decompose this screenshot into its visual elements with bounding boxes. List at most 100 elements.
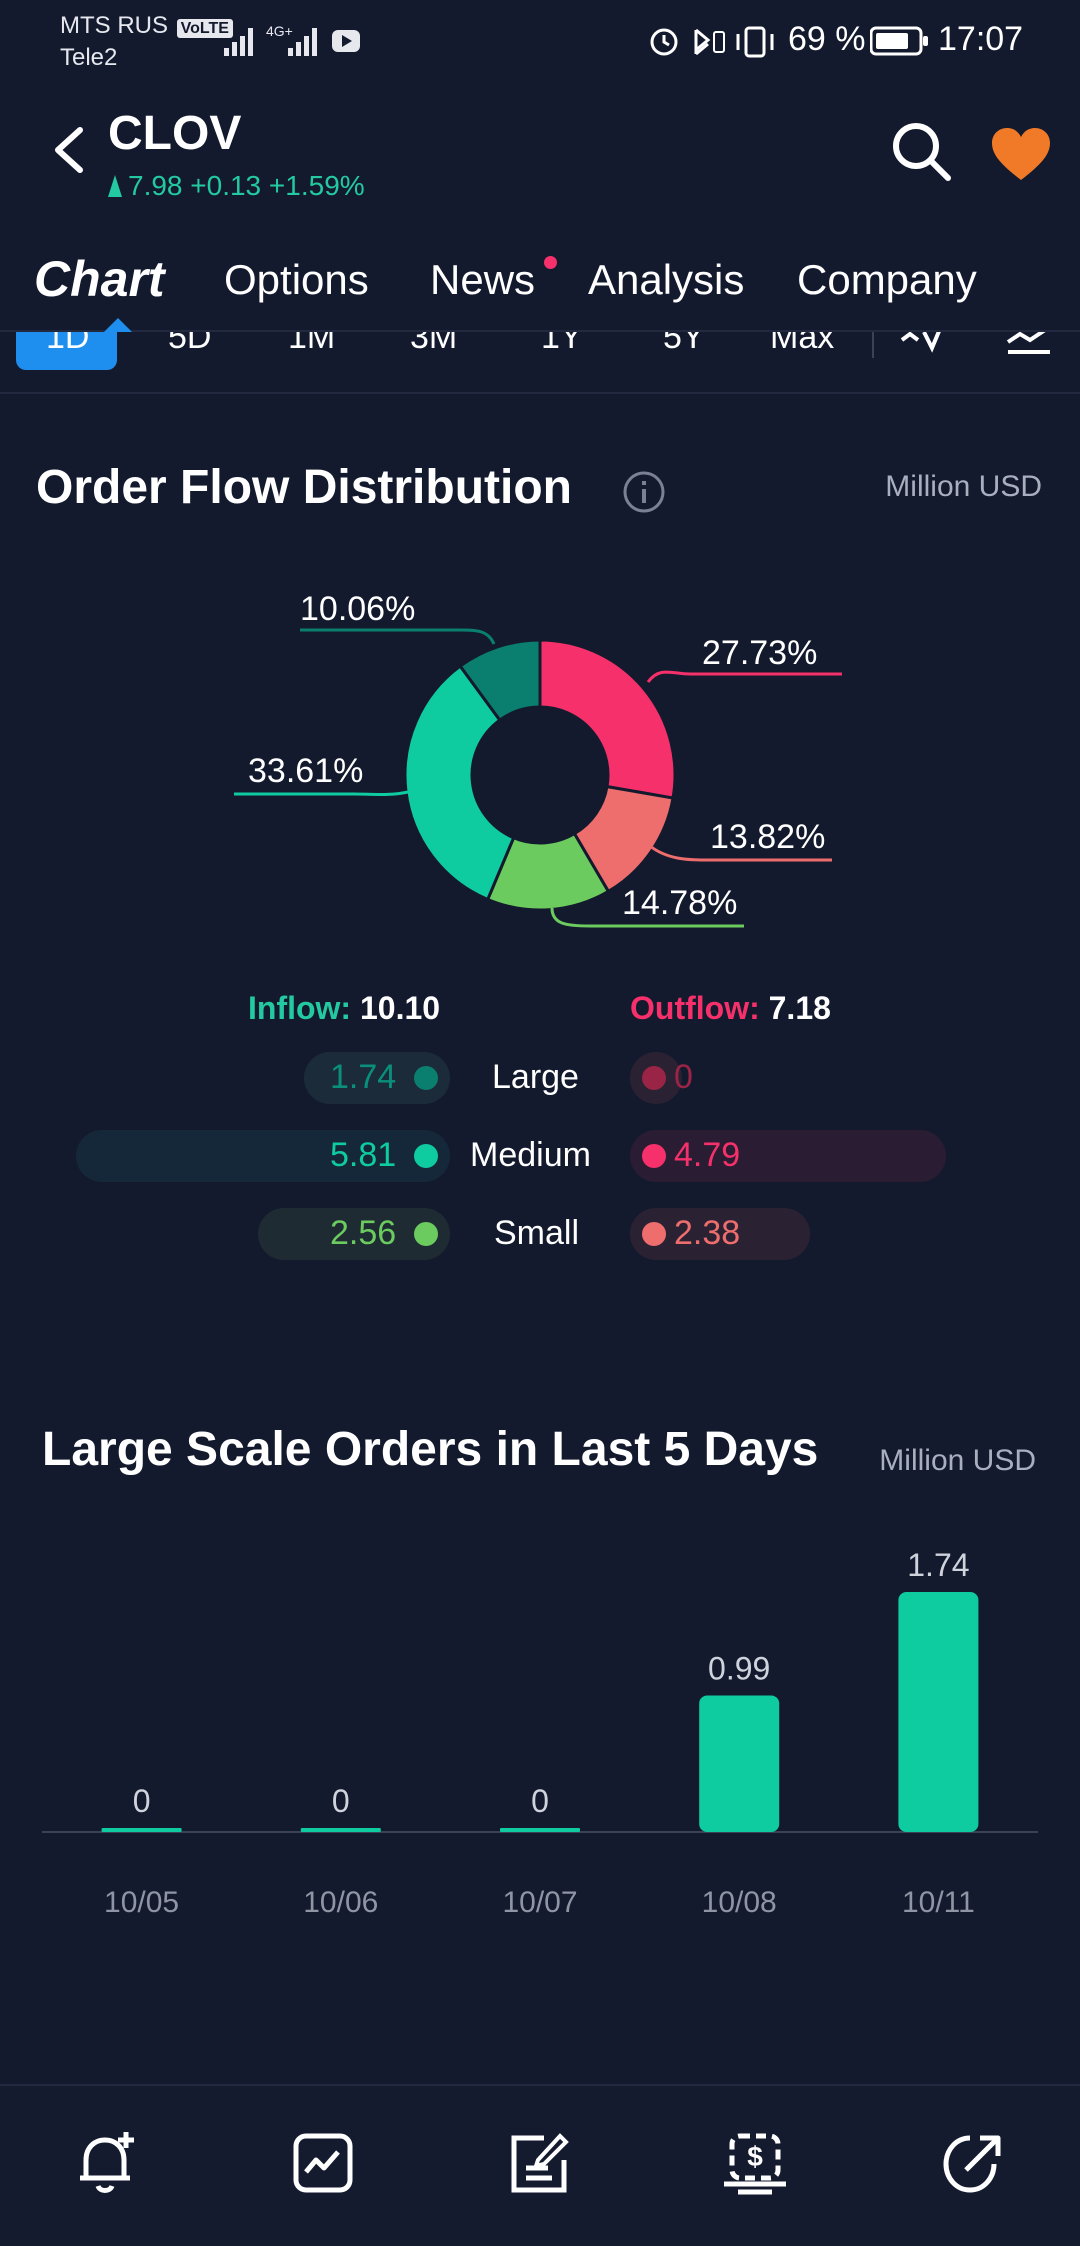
tab-label: Options <box>224 256 369 303</box>
range-divider-line <box>0 392 1080 394</box>
trade-button[interactable]: $ <box>720 2128 790 2203</box>
range-1d-bg <box>16 332 117 370</box>
pie-label-medium-inflow: 33.61% <box>248 752 364 790</box>
large-orders-title: Large Scale Orders in Last 5 Days <box>42 1423 819 1476</box>
chart-button[interactable] <box>288 2128 358 2203</box>
heart-icon <box>992 128 1050 180</box>
pie-leader-line <box>300 628 496 645</box>
medium-outflow-pill <box>630 1130 946 1182</box>
large-orders-unit: Million USD <box>879 1444 1036 1477</box>
outflow-value: 7.18 <box>768 990 831 1026</box>
outflow-label: Outflow: <box>630 990 760 1026</box>
range-5d[interactable]: 5D <box>168 332 212 356</box>
note-button[interactable] <box>504 2128 574 2203</box>
order-flow-unit: Million USD <box>885 470 1042 503</box>
bar-value-label: 0 <box>332 1783 350 1819</box>
carrier-name-2: Tele2 <box>60 44 118 71</box>
outflow-total: Outflow: 7.18 <box>630 990 831 1027</box>
range-3m[interactable]: 3M <box>410 332 458 356</box>
favorite-button[interactable] <box>990 126 1052 187</box>
tab-options[interactable]: Options <box>224 256 369 304</box>
inflow-value: 10.10 <box>359 990 441 1026</box>
share-button[interactable] <box>938 2128 1008 2203</box>
small-outflow-dot <box>642 1222 666 1246</box>
bar-10-05 <box>101 1828 182 1832</box>
bar-10-07 <box>500 1828 580 1832</box>
medium-inflow-dot <box>414 1144 438 1168</box>
bar-date-label: 10/06 <box>303 1886 378 1919</box>
search-button[interactable] <box>890 120 954 189</box>
tab-chart[interactable]: Chart <box>34 250 165 308</box>
news-unread-dot <box>544 256 557 269</box>
tabs-divider <box>0 330 1080 332</box>
pie-leader-line <box>234 790 409 796</box>
pie-leader-line <box>649 844 832 862</box>
bar-value-label: 0 <box>133 1783 151 1819</box>
bar-10-11 <box>898 1592 979 1832</box>
trade-dollar-icon: $ <box>724 2133 786 2195</box>
category-small: Small <box>494 1214 580 1252</box>
large-inflow-dot <box>414 1066 438 1090</box>
bar-date-label: 10/11 <box>902 1886 975 1919</box>
small-outflow-value: 2.38 <box>674 1214 741 1252</box>
network-type: 4G+ <box>266 23 293 39</box>
price-change-pct: +1.59% <box>268 170 365 201</box>
large-inflow-value: 1.74 <box>330 1058 397 1096</box>
back-button[interactable] <box>44 120 94 185</box>
bar-date-label: 10/05 <box>104 1886 179 1919</box>
inflow-total: Inflow: 10.10 <box>248 990 440 1027</box>
category-medium: Medium <box>470 1136 591 1174</box>
small-inflow-dot <box>414 1222 438 1246</box>
price: 7.98 <box>128 170 183 201</box>
range-1y[interactable]: 1Y <box>541 332 583 356</box>
large-outflow-value: 0 <box>674 1058 693 1096</box>
note-edit-icon <box>511 2133 569 2193</box>
battery-percent: 69 % <box>788 20 866 58</box>
pie-leader-line <box>646 670 842 683</box>
range-1m[interactable]: 1M <box>288 332 336 356</box>
small-inflow-value: 2.56 <box>330 1214 397 1252</box>
order-flow-donut-chart <box>234 628 842 928</box>
bar-date-label: 10/07 <box>502 1886 577 1919</box>
alert-button[interactable] <box>72 2128 142 2203</box>
bar-date-label: 10/08 <box>702 1886 777 1919</box>
tab-company[interactable]: Company <box>797 256 977 304</box>
tab-label: News <box>430 256 536 303</box>
range-divider <box>872 332 874 358</box>
status-icons <box>646 18 796 67</box>
up-arrow-icon <box>108 175 122 197</box>
indicator-icon[interactable] <box>898 332 954 360</box>
range-max[interactable]: Max <box>770 332 835 356</box>
info-icon <box>623 471 665 513</box>
ticker-symbol: CLOV <box>108 107 242 160</box>
pie-label-large-outflow: 27.73% <box>702 634 818 672</box>
range-5y[interactable]: 5Y <box>663 332 705 356</box>
medium-outflow-value: 4.79 <box>674 1136 741 1174</box>
signal-icon: 4G+ <box>222 20 362 65</box>
range-selector: 1D 5D 1M 3M 1Y 5Y Max <box>0 332 1080 396</box>
pie-label-large-inflow: 10.06% <box>300 590 416 628</box>
price-change: +0.13 <box>190 170 262 201</box>
tab-label: Chart <box>34 251 165 307</box>
order-flow-title: Order Flow Distribution <box>36 461 572 514</box>
carrier-name: MTS RUS VoLTE <box>60 12 233 40</box>
bar-10-08 <box>699 1695 780 1832</box>
tab-label: Company <box>797 256 977 303</box>
pie-slice-large-outflow <box>538 638 677 800</box>
bar-value-label: 0 <box>531 1783 549 1819</box>
chart-type-icon[interactable] <box>1004 332 1054 360</box>
tab-news[interactable]: News <box>430 256 535 304</box>
bar-value-label: 0.99 <box>708 1650 770 1686</box>
pie-label-medium-outflow: 13.82% <box>710 818 826 856</box>
tab-analysis[interactable]: Analysis <box>588 256 744 304</box>
battery-icon <box>869 26 930 61</box>
svg-text:$: $ <box>747 2141 763 2172</box>
bell-plus-icon <box>80 2132 134 2193</box>
search-icon <box>893 123 951 181</box>
inflow-label: Inflow: <box>248 990 352 1026</box>
bar-10-06 <box>300 1828 381 1832</box>
pie-leader-line <box>550 907 744 928</box>
range-1d[interactable]: 1D <box>46 332 90 356</box>
info-button[interactable] <box>622 470 666 519</box>
tab-label: Analysis <box>588 256 745 303</box>
